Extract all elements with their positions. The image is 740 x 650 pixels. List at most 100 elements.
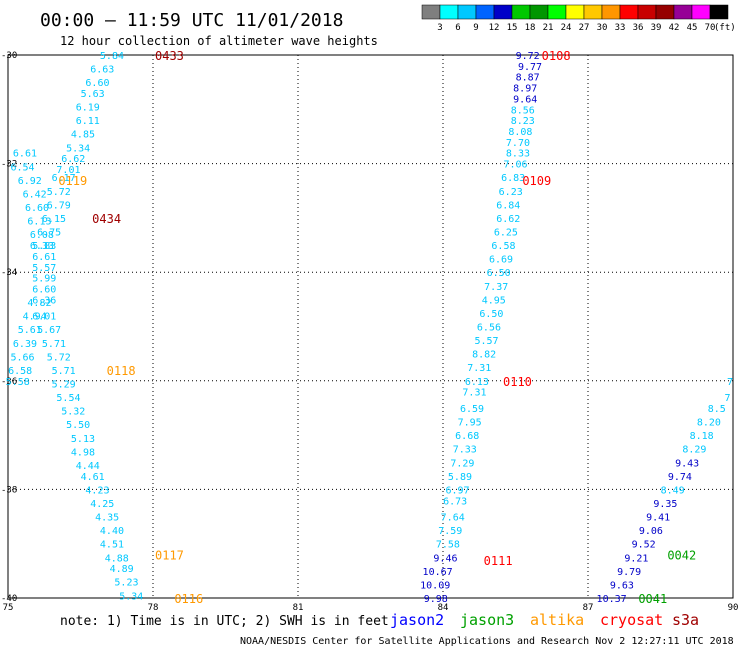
wave-height-value: 8.18	[690, 431, 714, 442]
y-tick-label: -40	[1, 594, 17, 604]
wave-height-value: 8.23	[511, 116, 535, 127]
colorbar-swatch	[655, 4, 675, 20]
colorbar-swatch	[583, 4, 603, 20]
colorbar-swatch	[691, 4, 711, 20]
wave-height-value: 9.41	[646, 513, 670, 524]
colorbar-label: 42	[669, 23, 680, 33]
colorbar-label: 12	[489, 23, 500, 33]
wave-height-value: 6.97	[445, 485, 469, 496]
wave-height-value: 9.74	[668, 472, 692, 483]
wave-height-value: 5.71	[52, 366, 76, 377]
wave-height-value: 10.67	[423, 567, 453, 578]
wave-height-value: 9.98	[424, 594, 448, 605]
wave-height-value: 6.17	[52, 173, 76, 184]
colorbar-swatch	[439, 4, 459, 20]
colorbar-label: 36	[633, 23, 644, 33]
time-label: 0041	[638, 592, 667, 606]
colorbar-label: 30	[597, 23, 608, 33]
colorbar-legend: 3 6 9 12 15 18 21 24 27 30 33 36 39 42 45 70(ft)	[421, 4, 736, 33]
y-tick-label: -30	[1, 51, 17, 61]
time-label: 0119	[58, 174, 87, 188]
wave-height-value: 6.56	[477, 323, 501, 334]
colorbar-swatch	[529, 4, 549, 20]
wave-height-value: 5.54	[56, 393, 80, 404]
wave-height-value: 5.34	[66, 143, 90, 154]
wave-height-value: 7.01	[56, 165, 80, 176]
wave-height-value: 7.37	[484, 282, 508, 293]
wave-height-value: 6.60	[85, 78, 109, 89]
wave-height-value: 6.92	[18, 176, 42, 187]
axis-tick-labels: 75 78 81 84 87 90 -30 -32 -34 -36 -38 -40	[1, 51, 738, 613]
colorbar-swatch	[511, 4, 531, 20]
time-label: 0118	[107, 364, 136, 378]
colorbar-label: 39	[651, 23, 662, 33]
wave-height-value: 6.69	[489, 255, 513, 266]
wave-height-value: 9.46	[433, 553, 457, 564]
wave-height-value: 6.83	[501, 173, 525, 184]
units-note: note: 1) Time is in UTC; 2) SWH is in fe…	[60, 614, 389, 629]
colorbar-swatch	[475, 4, 495, 20]
colorbar-label: 18	[525, 23, 536, 33]
wave-height-value: 7.58	[436, 540, 460, 551]
y-tick-label: -38	[1, 485, 17, 495]
time-label: 0434	[92, 212, 121, 226]
wave-height-value: 6.60	[25, 203, 49, 214]
wave-height-value: 6.23	[499, 187, 523, 198]
wave-height-value: 6.25	[494, 227, 518, 238]
wave-height-value: 9.77	[518, 62, 542, 73]
wave-height-value: 5.83	[32, 241, 56, 252]
y-tick-label: -32	[1, 160, 17, 170]
time-label: 0433	[155, 49, 184, 63]
colorbar-label: 9	[473, 23, 478, 33]
wave-height-value: 4.88	[105, 553, 129, 564]
x-tick-label: 84	[438, 603, 449, 613]
time-label: 0042	[667, 549, 696, 563]
wave-height-value: 7	[727, 377, 733, 388]
wave-height-value: 6.19	[76, 103, 100, 114]
wave-height-value: 5.99	[32, 274, 56, 285]
x-tick-label: 81	[293, 603, 304, 613]
wave-height-value: 5.29	[52, 380, 76, 391]
wave-height-value: 7	[725, 393, 731, 404]
colorbar-swatch	[457, 4, 477, 20]
wave-height-value: 5.61	[18, 325, 42, 336]
wave-height-value: 6.62	[61, 154, 85, 165]
colorbar-swatch	[673, 4, 693, 20]
wave-height-value: 4.98	[71, 447, 95, 458]
wave-height-value: 5.23	[114, 578, 138, 589]
wave-height-value: 8.87	[516, 73, 540, 84]
wave-height-value: 4.23	[85, 485, 109, 496]
wave-height-value: 5.34	[119, 591, 143, 602]
x-tick-label: 87	[583, 603, 594, 613]
wave-height-value: 4.44	[76, 461, 100, 472]
wave-height-value: 4.95	[482, 295, 506, 306]
colorbar-label: 3	[437, 23, 442, 33]
colorbar-label: 45	[687, 23, 698, 33]
mission-legend: jason2 jason3 altika cryosat s3a	[390, 611, 699, 629]
chart-title: 00:00 – 11:59 UTC 11/01/2018	[40, 10, 343, 31]
wave-height-value: 5.72	[47, 352, 71, 363]
colorbar-label: 70	[705, 23, 716, 33]
wave-height-value: 9.06	[639, 526, 663, 537]
colorbar-label: 21	[543, 23, 554, 33]
wave-height-value: 6.50	[487, 268, 511, 279]
wave-height-value: 9.52	[632, 540, 656, 551]
y-tick-label: -36	[1, 377, 17, 387]
time-label: 0111	[484, 554, 513, 568]
wave-height-value: 9.35	[653, 499, 677, 510]
wave-height-value: 7.06	[503, 160, 527, 171]
wave-height-value: 6.79	[47, 200, 71, 211]
wave-height-value: 6.11	[76, 116, 100, 127]
map-grid	[7, 54, 734, 599]
colorbar-swatch	[619, 4, 639, 20]
wave-height-value: 5.58	[6, 377, 30, 388]
colorbar-label: 27	[579, 23, 590, 33]
mission-cryosat: cryosat	[600, 611, 663, 629]
x-tick-label: 90	[728, 603, 739, 613]
x-tick-label: 75	[3, 603, 14, 613]
wave-height-value: 8.49	[661, 485, 685, 496]
wave-height-value: 4.35	[95, 513, 119, 524]
wave-height-value: 4.25	[90, 499, 114, 510]
wave-height-value: 8.56	[511, 105, 535, 116]
wave-height-value: 6.13	[27, 217, 51, 228]
